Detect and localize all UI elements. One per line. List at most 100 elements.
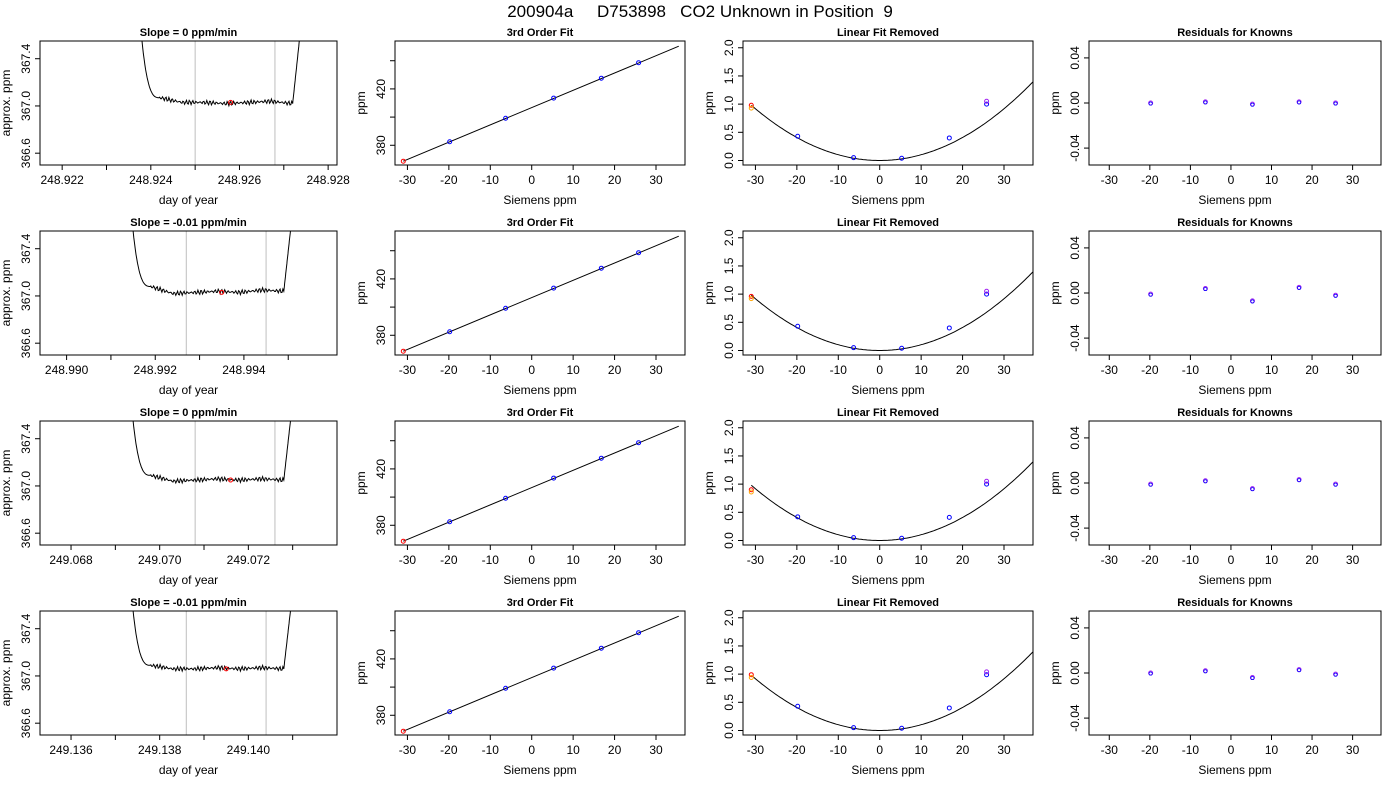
mean-marker — [228, 99, 234, 105]
x-tick-label: -10 — [830, 173, 848, 187]
known-point — [851, 155, 857, 161]
mean-marker — [228, 477, 234, 483]
x-tick-label: 10 — [914, 173, 928, 187]
y-tick-label: 1.0 — [722, 285, 736, 302]
y-tick-label: -0.04 — [1068, 134, 1082, 162]
known-point — [795, 514, 801, 520]
x-tick-label: -30 — [1101, 743, 1119, 757]
panel-time-series-row1: Slope = 0 ppm/min day of year approx. ppm 2… — [0, 27, 350, 207]
y-tick-label: 0.04 — [1068, 46, 1082, 70]
residual-point-overlay — [1250, 487, 1255, 492]
plot-frame — [394, 230, 686, 356]
unknown-point — [748, 102, 754, 108]
known-point — [984, 481, 990, 487]
x-tick-label: 10 — [566, 363, 580, 377]
x-tick-label: 30 — [997, 553, 1011, 567]
x-tick-label: 10 — [1265, 363, 1279, 377]
known-point — [899, 345, 905, 351]
x-tick-label: -10 — [1182, 363, 1200, 377]
x-tick-label: 20 — [608, 743, 622, 757]
x-axis-label: Siemens ppm — [851, 193, 924, 207]
x-tick-label: -30 — [399, 553, 417, 567]
panel-linear-removed-row2: Linear Fit Removed Siemens ppm ppm -30 -20 -1… — [702, 217, 1034, 397]
data-layer — [400, 45, 679, 164]
x-axis-label: day of year — [159, 193, 218, 207]
residual-point-overlay — [1250, 102, 1255, 107]
known-point — [598, 455, 604, 461]
plot-frame — [39, 610, 338, 736]
plot-frame — [39, 40, 338, 166]
x-tick-label: 10 — [1265, 743, 1279, 757]
x-tick-label: 0 — [1228, 553, 1235, 567]
chart-title: Linear Fit Removed — [837, 597, 939, 609]
y-tick-label: 0.04 — [1068, 426, 1082, 450]
mean-marker — [219, 289, 225, 295]
known-point — [636, 630, 642, 636]
y-tick-label: 0.04 — [1068, 236, 1082, 260]
y-tick-label: 0.5 — [722, 694, 736, 711]
plot-frame — [742, 610, 1034, 736]
x-tick-label: -30 — [1101, 553, 1119, 567]
chart-title: Residuals for Knowns — [1177, 597, 1293, 609]
y-tick-label: 366.6 — [19, 518, 33, 548]
known-point — [984, 101, 990, 107]
y-tick-label: 0.5 — [722, 504, 736, 521]
plot-frame — [742, 420, 1034, 546]
panel-residuals-row4: Residuals for Knowns Siemens ppm ppm -30 -20… — [1048, 597, 1382, 777]
y-axis-label: approx. ppm — [0, 260, 13, 327]
y-tick-label: 367.0 — [19, 471, 33, 501]
x-tick-label: -10 — [482, 553, 500, 567]
known-point — [984, 291, 990, 297]
chart-title: Residuals for Knowns — [1177, 217, 1293, 229]
y-tick-label: 1.0 — [722, 665, 736, 682]
x-tick-label: -30 — [747, 173, 765, 187]
x-tick-label: -30 — [1101, 363, 1119, 377]
x-tick-label: 10 — [566, 743, 580, 757]
x-tick-label: 20 — [608, 553, 622, 567]
plot-frame — [742, 40, 1034, 166]
x-tick-label: 30 — [997, 363, 1011, 377]
panel-time-series-row3: Slope = 0 ppm/min day of year approx. ppm 2… — [0, 407, 338, 587]
panel-residuals-row3: Residuals for Knowns Siemens ppm ppm -30 -20… — [1048, 407, 1382, 587]
known-point — [447, 709, 453, 715]
x-tick-label: -10 — [482, 743, 500, 757]
known-point — [946, 514, 952, 520]
known-point — [598, 645, 604, 651]
y-tick-label: 367.0 — [19, 91, 33, 121]
x-axis-label: day of year — [159, 383, 218, 397]
x-tick-label: -10 — [1182, 553, 1200, 567]
x-tick-label: 0 — [876, 553, 883, 567]
y-tick-label: 1.5 — [722, 257, 736, 274]
residual-point-overlay — [1333, 101, 1338, 106]
chart-title: Linear Fit Removed — [837, 27, 939, 39]
y-tick-label: 366.6 — [19, 138, 33, 168]
x-axis-label: Siemens ppm — [503, 383, 576, 397]
x-tick-label: 10 — [914, 553, 928, 567]
chart-title: 3rd Order Fit — [507, 407, 574, 419]
x-axis-label: Siemens ppm — [1198, 573, 1271, 587]
known-point — [447, 519, 453, 525]
unknown-point — [400, 728, 406, 734]
x-tick-label: 0 — [528, 363, 535, 377]
x-tick-label: -30 — [399, 363, 417, 377]
known-point — [899, 725, 905, 731]
x-tick-label: -20 — [788, 363, 806, 377]
fit-line — [403, 235, 679, 352]
x-tick-label: 0 — [1228, 743, 1235, 757]
chart-title: Linear Fit Removed — [837, 407, 939, 419]
x-tick-label: 10 — [1265, 173, 1279, 187]
panel-fit-row2: 3rd Order Fit Siemens ppm ppm -30 -20 -10 0 10 2… — [354, 217, 686, 397]
y-tick-label: 380 — [374, 325, 388, 345]
unknown-point — [748, 487, 754, 493]
known-point — [503, 685, 509, 691]
x-axis-label: Siemens ppm — [1198, 763, 1271, 777]
y-axis-label: ppm — [702, 281, 716, 304]
x-axis-label: Siemens ppm — [851, 383, 924, 397]
x-tick-label: -10 — [830, 743, 848, 757]
chart-title: Residuals for Knowns — [1177, 27, 1293, 39]
residual-point-overlay — [1333, 672, 1338, 677]
y-tick-label: 0.5 — [722, 314, 736, 331]
x-tick-label: 30 — [1346, 743, 1360, 757]
x-tick-label: 0 — [1228, 363, 1235, 377]
chart-title: 3rd Order Fit — [507, 27, 574, 39]
